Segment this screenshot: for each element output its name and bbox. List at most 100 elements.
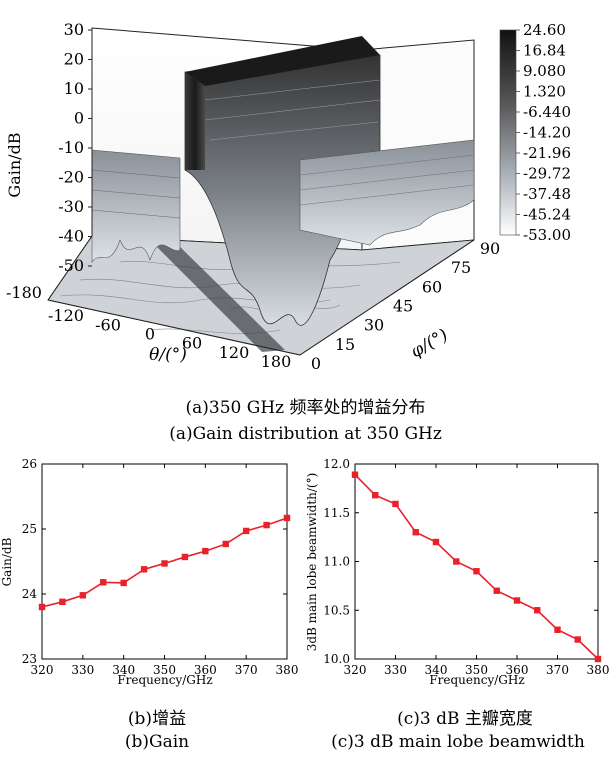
colorbar-tick-label: -37.48 (523, 185, 571, 203)
y-tick-label: 10.0 (323, 652, 350, 666)
series-line (354, 474, 599, 660)
colorbar-tick-label: 16.84 (523, 42, 566, 60)
phi-tick-label: 45 (393, 297, 413, 316)
phi-tick-label: 60 (422, 277, 442, 296)
data-point (554, 626, 561, 633)
data-point (412, 529, 419, 536)
data-point (263, 521, 270, 529)
colorbar-tick-label: 9.080 (523, 62, 566, 80)
x-tick-label: 380 (587, 663, 610, 677)
z-axis-ticks: -50 -40 -30 -20 -10 0 10 20 30 (58, 20, 92, 275)
theta-tick-label: -120 (48, 306, 84, 325)
data-point (38, 603, 46, 611)
z-tick-label: -50 (58, 256, 84, 275)
y-tick-label: 11.5 (323, 506, 350, 520)
z-tick-label: 20 (64, 50, 84, 69)
phi-axis-label: φ/(°) (407, 325, 451, 362)
gain-series (38, 514, 291, 611)
theta-tick-label: -60 (95, 315, 121, 334)
y-tick-label: 12.0 (323, 457, 350, 471)
x-tick-label: 330 (71, 663, 94, 677)
x-tick-label: 320 (344, 663, 367, 677)
phi-tick-label: 30 (364, 316, 384, 335)
data-point (432, 538, 440, 546)
theta-tick-label: 180 (261, 352, 292, 371)
beamwidth-series (351, 471, 602, 663)
theta-tick-label: 120 (219, 343, 250, 362)
colorbar (499, 29, 517, 236)
data-point (473, 568, 480, 575)
z-tick-label: -20 (58, 168, 84, 187)
y-tick-label: 26 (22, 457, 37, 471)
beamwidth-chart: 320 330 340 350 360 370 380 10.0 10.5 11.0 11.5 12.… (305, 457, 610, 687)
y-tick-label: 10.5 (323, 603, 350, 617)
theta-axis-label: θ/(°) (149, 345, 187, 365)
beamwidth-y-label: 3dB main lobe beamwidth/(°) (305, 473, 319, 652)
colorbar-ticks: 24.60 16.84 9.080 1.320 -6.440 -14.20 -21.96 -2… (516, 21, 571, 244)
surface-plot: -50 -40 -30 -20 -10 0 10 20 30 -180 -120 -60 0 60 120… (5, 20, 571, 373)
theta-tick-label: -180 (6, 283, 42, 302)
colorbar-tick-label: -29.72 (523, 165, 571, 183)
theta-tick-label: 60 (182, 334, 202, 353)
x-tick-label: 370 (235, 663, 258, 677)
x-tick-label: 320 (31, 663, 54, 677)
phi-tick-label: 0 (311, 354, 321, 373)
data-point (493, 587, 500, 594)
caption-b-en: (b)Gain (124, 732, 190, 752)
beamwidth-x-label: Frequency/GHz (429, 673, 524, 687)
gain-x-label: Frequency/GHz (117, 673, 212, 687)
y-tick-label: 24 (22, 587, 38, 601)
z-tick-label: -30 (58, 197, 84, 216)
x-tick-label: 370 (546, 663, 569, 677)
x-tick-label: 340 (425, 663, 448, 677)
data-point (574, 636, 581, 643)
data-point (392, 500, 399, 508)
x-tick-label: 340 (112, 663, 135, 677)
z-tick-label: 10 (64, 79, 84, 98)
z-tick-label: -40 (58, 227, 84, 246)
colorbar-tick-label: 24.60 (523, 21, 566, 39)
data-point (242, 527, 250, 535)
y-tick-label: 25 (22, 522, 37, 536)
data-point (59, 598, 66, 605)
data-point (222, 540, 229, 548)
x-tick-label: 350 (153, 663, 176, 677)
gain-chart: 320 330 340 350 360 370 380 23 24 25 26 Frequency/… (0, 457, 299, 687)
colorbar-tick-label: -45.24 (523, 206, 571, 224)
data-point (594, 655, 602, 663)
caption-b-cn: (b)增益 (127, 709, 187, 729)
data-point (161, 560, 168, 567)
data-point (283, 514, 291, 522)
beamwidth-plot-frame (354, 463, 599, 660)
caption-a-cn: (a)350 GHz 频率处的增益分布 (185, 398, 426, 418)
theta-tick-label: 0 (145, 325, 155, 344)
data-point (79, 592, 87, 599)
z-tick-label: 0 (74, 109, 84, 128)
data-point (534, 607, 541, 614)
data-point (181, 553, 189, 561)
x-tick-label: 330 (384, 663, 407, 677)
phi-tick-label: 15 (335, 335, 355, 354)
data-point (513, 597, 521, 604)
y-tick-label: 11.0 (323, 555, 350, 569)
phi-tick-label: 90 (480, 239, 500, 258)
phi-tick-label: 75 (451, 258, 471, 277)
x-tick-label: 350 (465, 663, 488, 677)
colorbar-tick-label: -53.00 (523, 226, 571, 244)
data-point (202, 547, 209, 555)
colorbar-tick-label: -6.440 (523, 103, 571, 121)
phi-axis-ticks: 0 15 30 45 60 75 90 (311, 239, 500, 373)
data-point (100, 579, 107, 586)
z-axis-label: Gain/dB (5, 132, 24, 197)
caption-c-en: (c)3 dB main lobe beamwidth (331, 732, 585, 752)
z-tick-label: 30 (64, 20, 84, 39)
data-point (453, 558, 460, 565)
x-tick-label: 380 (276, 663, 299, 677)
data-point (120, 579, 127, 587)
data-point (372, 492, 379, 499)
gain-y-label: Gain/dB (0, 537, 14, 586)
colorbar-tick-label: -14.20 (523, 124, 571, 142)
main-lobe-peak (185, 36, 380, 86)
caption-a-en: (a)Gain distribution at 350 GHz (169, 424, 442, 444)
z-tick-label: -10 (58, 138, 84, 157)
